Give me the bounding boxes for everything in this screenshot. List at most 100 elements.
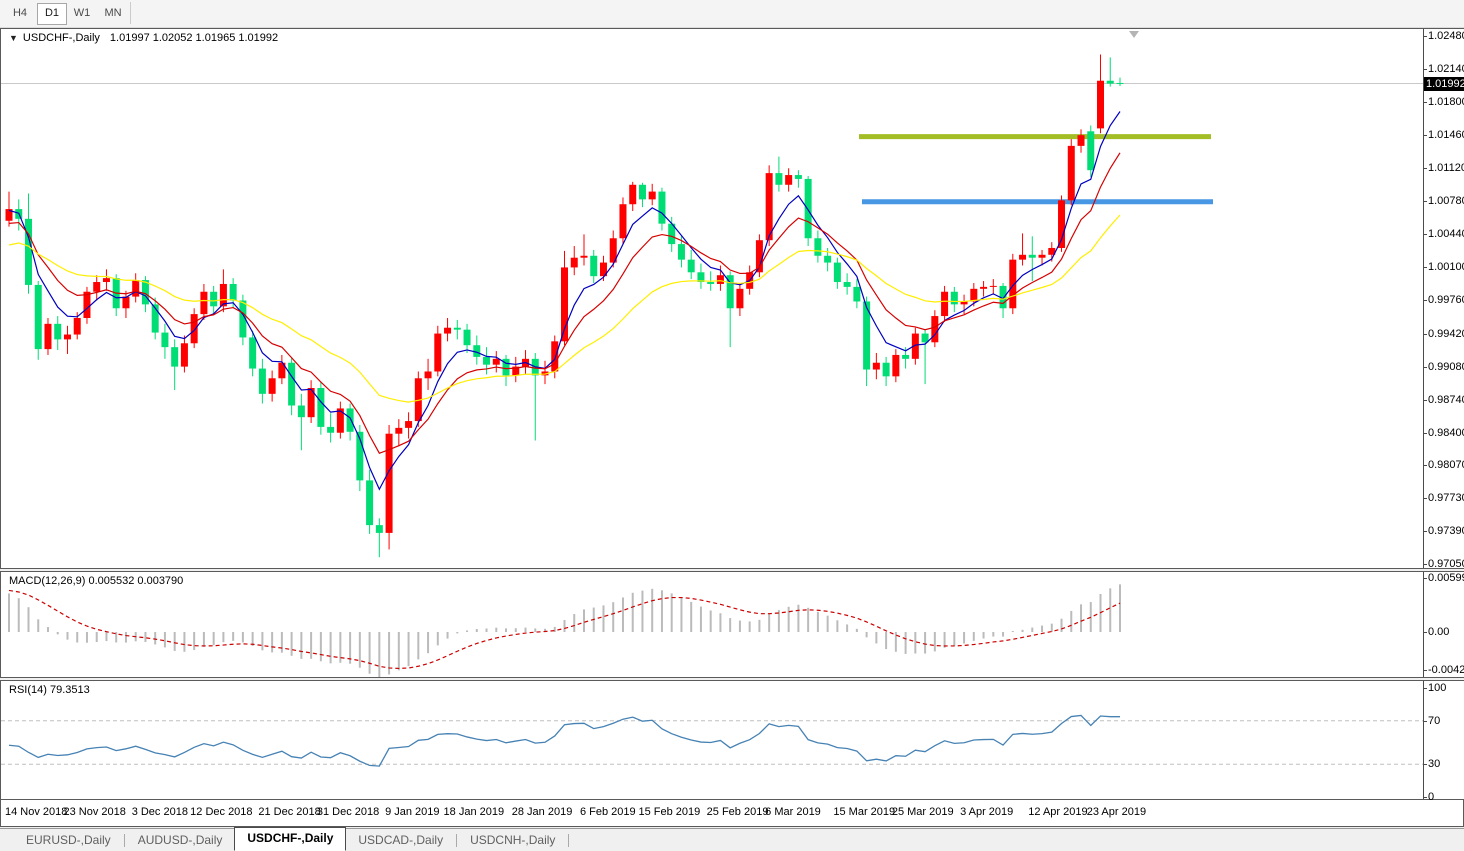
rsi-axis-label: 0 xyxy=(1423,791,1435,803)
candle-body xyxy=(473,345,481,357)
tab-eurusd[interactable]: EURUSD-,Daily xyxy=(26,833,111,847)
candle-body xyxy=(161,332,169,348)
date-axis-label: 12 Apr 2019 xyxy=(1028,806,1088,818)
candle-body xyxy=(288,362,296,406)
candle-body xyxy=(171,347,179,367)
candle-body xyxy=(1106,80,1114,84)
candle-body xyxy=(560,267,568,342)
price-chart-canvas[interactable] xyxy=(1,29,1423,568)
candle-body xyxy=(375,525,383,533)
price-axis-label: 0.99760 xyxy=(1424,294,1464,307)
candle-body xyxy=(677,244,685,260)
rsi-axis-label: 100 xyxy=(1423,682,1447,694)
price-axis-label: 0.99080 xyxy=(1424,361,1464,374)
timeframe-button-w1[interactable]: W1 xyxy=(73,7,91,19)
tab-separator xyxy=(568,834,570,847)
date-axis-label: 18 Jan 2019 xyxy=(443,806,505,818)
candle-body xyxy=(1077,135,1085,146)
toolbar-divider xyxy=(130,2,131,24)
candle-body xyxy=(833,262,841,283)
candle-body xyxy=(366,480,374,526)
candle-body xyxy=(453,327,461,330)
timeframe-button-h4[interactable]: H4 xyxy=(12,7,28,19)
macd-axis-label: -0.004244 xyxy=(1424,664,1464,677)
candle-body xyxy=(278,362,286,379)
candle-body xyxy=(882,362,890,377)
date-axis-label: 6 Mar 2019 xyxy=(765,806,821,818)
candle-body xyxy=(141,280,149,305)
candle-body xyxy=(492,358,500,365)
candle-body xyxy=(424,371,432,379)
candle-body xyxy=(1087,131,1095,171)
candle-body xyxy=(1067,145,1075,201)
candle-body xyxy=(1058,200,1066,248)
date-axis-label: 23 Apr 2019 xyxy=(1086,806,1147,818)
candle-body xyxy=(132,280,140,297)
candle-body xyxy=(219,283,227,307)
candle-body xyxy=(190,314,198,344)
date-axis-label: 3 Dec 2018 xyxy=(131,806,188,818)
candle-body xyxy=(180,343,188,367)
candle-body xyxy=(93,282,101,292)
candle-body xyxy=(5,209,13,221)
candle-body xyxy=(814,238,822,256)
date-axis: 14 Nov 2018 23 Nov 2018 3 Dec 2018 12 Dec 2… xyxy=(0,800,1464,827)
candle-body xyxy=(434,333,442,372)
price-axis-label: 0.97050 xyxy=(1424,558,1464,571)
candle-body xyxy=(151,304,159,333)
macd-label: MACD(12,26,9) 0.005532 0.003790 xyxy=(9,575,184,587)
moving-average-line-10 xyxy=(8,152,1121,454)
candle-body xyxy=(102,278,110,283)
candle-body xyxy=(931,316,939,343)
tab-audusd[interactable]: AUDUSD-,Daily xyxy=(137,833,223,847)
candle-body xyxy=(989,285,997,287)
timeframe-button-mn[interactable]: MN xyxy=(104,7,122,19)
date-axis-label: 25 Mar 2019 xyxy=(891,806,954,818)
candle-body xyxy=(872,362,880,370)
chart-ohlc-values: 1.01997 1.02052 1.01965 1.01992 xyxy=(109,32,279,44)
candle-body xyxy=(395,427,403,434)
rsi-canvas[interactable] xyxy=(1,681,1423,799)
candle-body xyxy=(1048,247,1056,255)
candle-body xyxy=(24,218,32,285)
candle-body xyxy=(229,283,237,301)
candle-body xyxy=(697,272,705,283)
timeframe-button-d1[interactable]: D1 xyxy=(37,3,67,25)
macd-canvas[interactable] xyxy=(1,572,1423,677)
candle-body xyxy=(1028,254,1036,258)
candle-body xyxy=(804,178,812,239)
price-axis-label: 1.01120 xyxy=(1424,162,1464,175)
candle-body xyxy=(843,282,851,287)
candle-body xyxy=(980,286,988,289)
symbol-dropdown-icon[interactable]: ▼ xyxy=(9,33,18,43)
candle-body xyxy=(239,300,247,338)
candle-body xyxy=(346,408,354,432)
macd-axis-label: 0.005997 xyxy=(1424,572,1464,585)
candle-body xyxy=(775,173,783,185)
candlestick-series xyxy=(5,54,1124,558)
price-axis-label: 0.98400 xyxy=(1424,427,1464,440)
tab-usdchf[interactable]: USDCHF-,Daily xyxy=(234,827,347,851)
candle-body xyxy=(609,238,617,263)
price-axis-label: 0.99420 xyxy=(1424,328,1464,341)
price-axis-label: 1.02480 xyxy=(1424,30,1464,43)
candle-body xyxy=(638,184,646,200)
macd-axis-label: 0.00 xyxy=(1423,626,1450,638)
date-axis-label: 6 Feb 2019 xyxy=(579,806,636,818)
rsi-label: RSI(14) 79.3513 xyxy=(9,684,90,696)
price-axis-label: 0.97390 xyxy=(1424,525,1464,538)
candle-body xyxy=(853,286,861,302)
price-axis-label: 0.97730 xyxy=(1424,492,1464,505)
tab-usdcad[interactable]: USDCAD-,Daily xyxy=(358,833,444,847)
tab-usdcnh[interactable]: USDCNH-,Daily xyxy=(470,833,556,847)
rsi-axis-label: 70 xyxy=(1423,714,1441,727)
candle-body xyxy=(687,259,695,273)
candle-body xyxy=(785,175,793,185)
candle-body xyxy=(44,323,52,350)
price-axis-label: 1.01460 xyxy=(1424,129,1464,142)
candle-body xyxy=(483,356,491,365)
chart-shift-marker-icon[interactable] xyxy=(1129,31,1139,38)
candle-body xyxy=(911,333,919,359)
main-chart-panel: ▼ USDCHF-,Daily 1.01997 1.02052 1.01965 1.… xyxy=(0,28,1464,571)
candle-body xyxy=(258,368,266,394)
